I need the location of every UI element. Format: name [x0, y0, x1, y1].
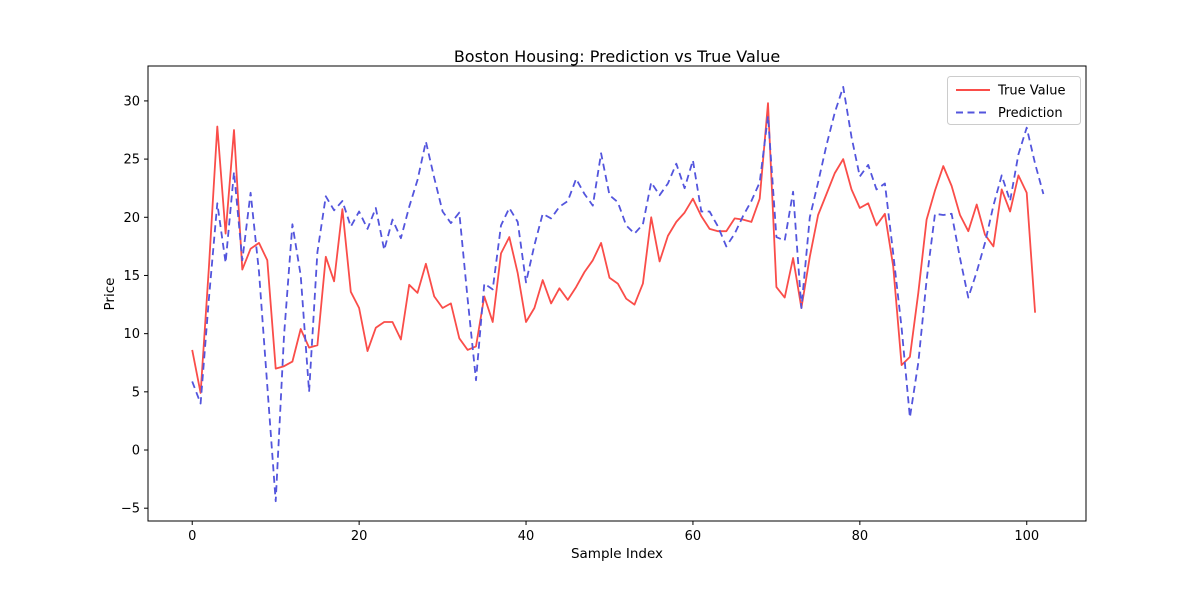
y-axis-label: Price — [102, 278, 118, 311]
y-tick-label--5: −5 — [121, 502, 140, 517]
series-line-prediction — [191, 86, 1045, 503]
x-tick-label-40: 40 — [518, 529, 535, 544]
y-tick-label-15: 15 — [123, 269, 140, 284]
y-tick-label-5: 5 — [132, 385, 140, 400]
y-tick-label-0: 0 — [132, 444, 140, 459]
x-tick-label-80: 80 — [852, 529, 869, 544]
chart-title: Boston Housing: Prediction vs True Value — [454, 47, 780, 66]
x-tick-label-60: 60 — [685, 529, 702, 544]
x-tick-label-20: 20 — [351, 529, 368, 544]
x-tick-label-100: 100 — [1014, 529, 1039, 544]
series-line-true-value — [191, 102, 1036, 394]
axis-ticks: 0 20 40 60 80 100 −5 0 5 10 15 20 25 30 — [121, 94, 1039, 544]
legend-prediction-label: Prediction — [998, 106, 1063, 121]
y-tick-label-30: 30 — [123, 94, 140, 109]
legend: True Value Prediction — [947, 76, 1081, 125]
x-axis-label: Sample Index — [571, 546, 663, 562]
legend-true-value-label: True Value — [997, 84, 1065, 99]
y-tick-label-25: 25 — [123, 153, 140, 168]
x-tick-label-0: 0 — [188, 529, 196, 544]
series-lines — [191, 86, 1045, 503]
y-tick-label-20: 20 — [123, 211, 140, 226]
y-tick-label-10: 10 — [123, 327, 140, 342]
plot-border — [147, 65, 1087, 522]
